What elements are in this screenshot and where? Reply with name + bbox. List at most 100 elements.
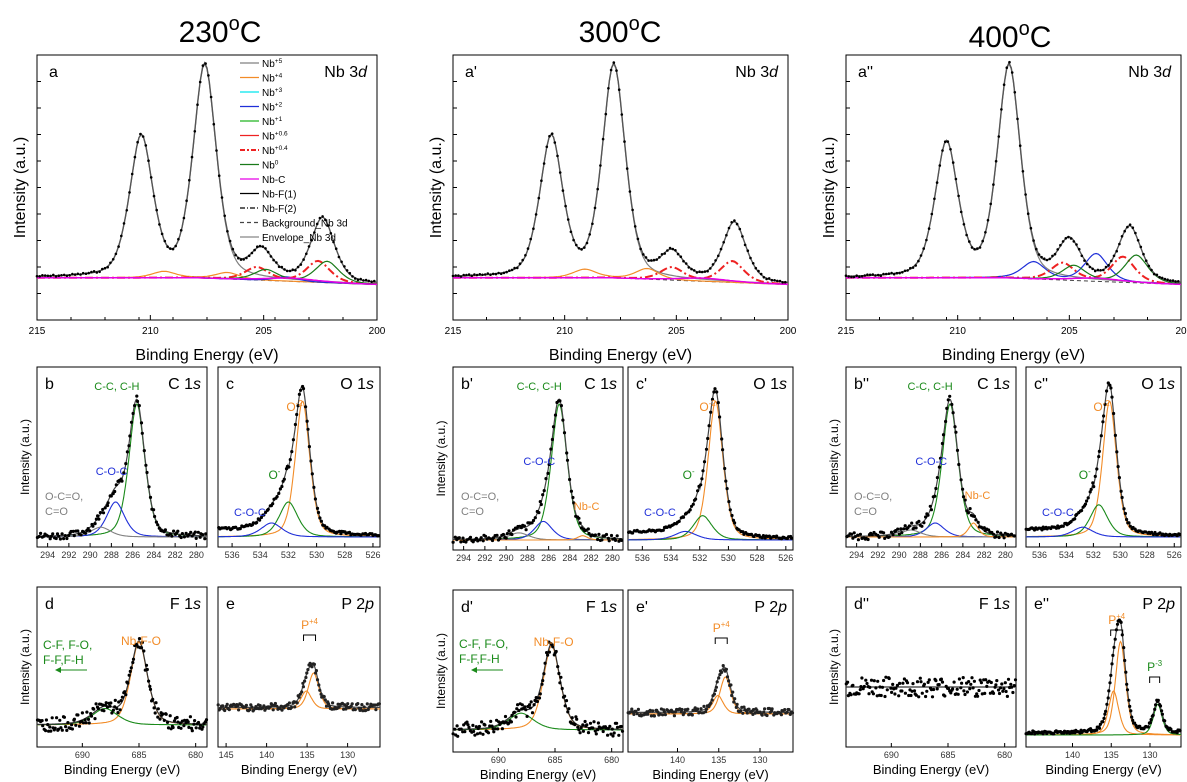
data-point xyxy=(310,472,314,476)
data-point xyxy=(285,269,289,273)
annotation-o-minus: O- xyxy=(268,467,280,482)
data-point xyxy=(1092,485,1096,489)
data-point xyxy=(1018,144,1022,147)
data-point xyxy=(571,495,575,500)
data-point xyxy=(475,732,480,736)
data-point xyxy=(1160,712,1164,716)
annotation-p-4-part: P xyxy=(713,621,721,635)
data-point xyxy=(1112,411,1116,416)
data-point xyxy=(716,401,720,405)
data-point xyxy=(663,252,666,255)
data-point xyxy=(950,402,954,407)
data-point xyxy=(596,721,601,725)
data-point xyxy=(727,500,731,504)
data-point xyxy=(907,693,911,698)
y-axis-label: Intensity (a.u.) xyxy=(18,419,32,495)
data-point xyxy=(524,254,527,257)
data-point xyxy=(994,683,998,687)
data-point xyxy=(156,707,160,711)
data-point xyxy=(623,140,626,143)
data-point xyxy=(699,707,703,711)
data-point xyxy=(1002,83,1006,86)
data-point xyxy=(117,700,121,704)
legend-entry-part: +0.4 xyxy=(275,145,288,152)
data-point xyxy=(329,232,333,235)
data-point xyxy=(922,247,925,250)
data-point xyxy=(656,710,660,714)
data-point xyxy=(105,503,110,508)
temperature-degree: o xyxy=(1019,18,1030,40)
data-point xyxy=(707,424,711,428)
data-point xyxy=(497,271,500,275)
data-point xyxy=(596,187,599,191)
data-point xyxy=(940,441,945,446)
panel-label: e xyxy=(226,596,235,613)
data-point xyxy=(76,713,80,717)
data-point xyxy=(565,451,569,455)
data-point xyxy=(1123,229,1126,233)
data-point xyxy=(171,725,175,730)
data-point xyxy=(323,524,327,528)
data-point xyxy=(943,140,947,143)
data-point xyxy=(914,693,918,697)
data-point xyxy=(601,729,605,734)
data-point xyxy=(922,682,927,686)
data-point xyxy=(1128,704,1132,709)
data-point xyxy=(1119,489,1123,493)
component-nb-c xyxy=(37,276,378,286)
data-point xyxy=(860,275,864,278)
legend-entry: Nb-C xyxy=(262,175,285,186)
data-point xyxy=(770,278,774,282)
data-point xyxy=(1016,117,1019,121)
data-point xyxy=(917,519,921,524)
data-point xyxy=(677,519,681,524)
data-point xyxy=(783,708,787,712)
annotation-c-o-c: C-O-C xyxy=(96,466,128,478)
data-point xyxy=(710,397,715,401)
data-point xyxy=(520,703,524,707)
data-point xyxy=(984,678,988,682)
data-point xyxy=(898,681,902,686)
x-tick-label: 282 xyxy=(168,550,183,560)
data-point xyxy=(299,388,303,392)
data-point xyxy=(161,712,165,716)
data-point xyxy=(754,266,758,270)
data-point xyxy=(597,532,601,537)
data-point xyxy=(304,675,308,680)
x-tick-label: 526 xyxy=(365,550,380,560)
data-point xyxy=(1120,495,1124,500)
data-point xyxy=(902,527,906,531)
data-point xyxy=(741,530,745,534)
data-point xyxy=(1004,689,1008,694)
data-point xyxy=(476,539,480,543)
x-tick-label: 282 xyxy=(584,553,599,563)
data-point xyxy=(642,253,645,256)
data-point xyxy=(147,679,151,683)
data-point xyxy=(733,521,737,525)
data-point xyxy=(182,535,186,539)
data-point xyxy=(509,720,513,724)
data-point xyxy=(862,684,866,689)
data-point xyxy=(496,727,500,731)
data-point xyxy=(1163,719,1167,723)
data-point xyxy=(658,255,661,259)
x-tick-label: 210 xyxy=(949,326,966,337)
data-point xyxy=(142,449,146,453)
data-point xyxy=(583,246,586,249)
data-point xyxy=(721,448,725,452)
data-point xyxy=(557,671,561,676)
data-point xyxy=(673,710,678,714)
data-point xyxy=(554,649,558,654)
data-point xyxy=(578,521,582,525)
data-point xyxy=(883,536,887,541)
data-point xyxy=(337,529,342,533)
data-point xyxy=(221,704,225,708)
data-point xyxy=(668,246,672,250)
data-point xyxy=(636,707,641,712)
data-point xyxy=(324,704,329,708)
doublet-bracket xyxy=(714,637,728,644)
data-point xyxy=(118,708,122,712)
data-point xyxy=(863,274,867,277)
panel-title-part: s xyxy=(193,596,201,613)
data-point xyxy=(60,274,63,277)
